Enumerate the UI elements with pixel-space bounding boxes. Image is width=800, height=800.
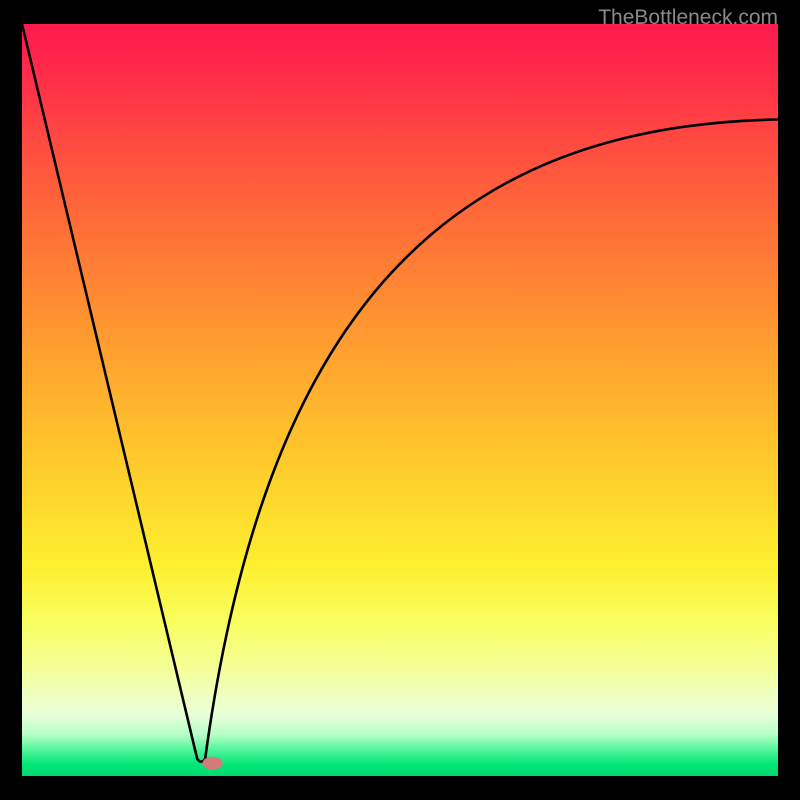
chart-frame: TheBottleneck.com — [0, 0, 800, 800]
chart-svg — [22, 24, 778, 776]
optimal-point-marker — [203, 757, 223, 770]
gradient-background — [22, 24, 778, 776]
plot-area — [22, 24, 778, 776]
